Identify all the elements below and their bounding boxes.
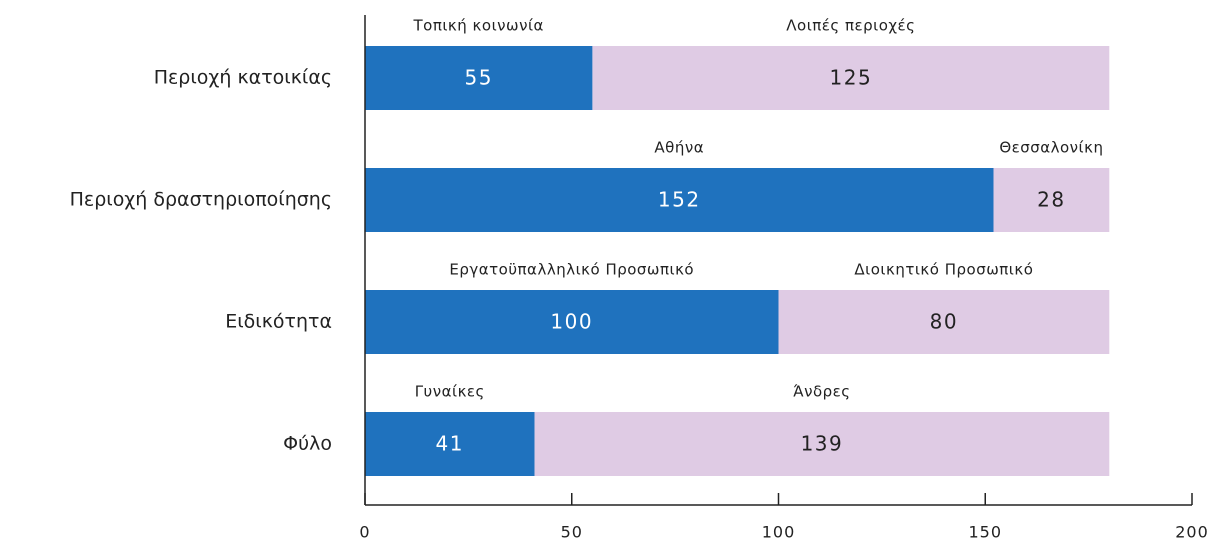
bar-segment xyxy=(534,412,1110,476)
value-label: 28 xyxy=(1037,188,1065,212)
bar-segment xyxy=(592,46,1110,110)
bar-segment xyxy=(778,290,1110,354)
category-label: Περιοχή κατοικίας xyxy=(154,67,332,89)
x-tick-label: 150 xyxy=(968,523,1002,542)
value-label: 152 xyxy=(658,188,701,212)
category-label: Περιοχή δραστηριοποίησης xyxy=(70,189,332,211)
value-label: 100 xyxy=(550,310,593,334)
category-label: Φύλο xyxy=(283,433,332,455)
segment-label: Τοπική κοινωνία xyxy=(412,17,543,35)
x-tick-label: 0 xyxy=(359,523,370,542)
segment-label: Εργατοϋπαλληλικό Προσωπικό xyxy=(449,261,694,279)
value-label: 139 xyxy=(801,432,844,456)
bar-segment xyxy=(993,168,1110,232)
segment-label: Γυναίκες xyxy=(415,383,485,401)
segment-label: Θεσσαλονίκη xyxy=(999,139,1103,157)
bar-segment xyxy=(365,290,779,354)
segment-label: Αθήνα xyxy=(654,139,704,157)
bar-segment xyxy=(365,412,535,476)
x-tick-label: 100 xyxy=(762,523,796,542)
value-label: 125 xyxy=(830,66,873,90)
x-tick-label: 200 xyxy=(1175,523,1209,542)
value-label: 41 xyxy=(436,432,464,456)
bar-segment xyxy=(365,46,593,110)
segment-label: Άνδρες xyxy=(793,383,850,401)
segment-label: Διοικητικό Προσωπικό xyxy=(854,261,1033,279)
value-label: 55 xyxy=(464,66,492,90)
x-tick-label: 50 xyxy=(561,523,583,542)
value-label: 80 xyxy=(930,310,958,334)
bar-segment xyxy=(365,168,994,232)
category-label: Ειδικότητα xyxy=(225,311,332,333)
segment-label: Λοιπές περιοχές xyxy=(786,17,915,35)
